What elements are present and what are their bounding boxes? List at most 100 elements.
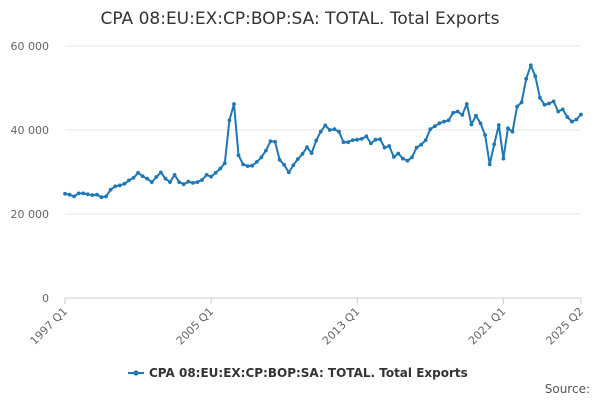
data-point[interactable] [99, 195, 104, 200]
data-point[interactable] [533, 74, 538, 79]
data-point[interactable] [204, 173, 209, 177]
data-point[interactable] [241, 162, 246, 167]
data-point[interactable] [159, 170, 163, 175]
data-point[interactable] [451, 110, 455, 115]
data-point[interactable] [323, 123, 328, 128]
data-point[interactable] [542, 102, 547, 107]
data-point[interactable] [446, 118, 451, 123]
data-point[interactable] [277, 157, 282, 162]
data-point[interactable] [108, 187, 113, 192]
data-point[interactable] [186, 179, 191, 184]
data-point[interactable] [437, 121, 442, 126]
data-point[interactable] [382, 145, 387, 150]
data-point[interactable] [373, 137, 378, 142]
data-point[interactable] [515, 104, 519, 109]
data-point[interactable] [364, 134, 369, 139]
data-point[interactable] [556, 109, 561, 114]
data-point[interactable] [487, 162, 492, 167]
data-point[interactable] [149, 180, 154, 185]
data-point[interactable] [469, 122, 474, 127]
data-point[interactable] [113, 184, 118, 189]
data-point[interactable] [423, 138, 428, 143]
data-point[interactable] [460, 113, 465, 117]
data-point[interactable] [433, 124, 437, 129]
data-point[interactable] [264, 148, 268, 153]
data-point[interactable] [282, 163, 287, 167]
data-point[interactable] [391, 155, 396, 159]
data-point[interactable] [227, 118, 232, 123]
data-point[interactable] [327, 128, 332, 132]
data-point[interactable] [414, 145, 419, 150]
data-point[interactable] [195, 180, 200, 185]
data-point[interactable] [519, 100, 524, 105]
data-point[interactable] [401, 156, 405, 161]
data-point[interactable] [154, 175, 159, 179]
data-point[interactable] [574, 117, 579, 122]
data-point[interactable] [419, 142, 424, 147]
data-point[interactable] [496, 123, 501, 127]
data-point[interactable] [140, 174, 145, 179]
data-point[interactable] [355, 137, 360, 142]
data-point[interactable] [410, 155, 414, 160]
data-point[interactable] [76, 191, 81, 196]
data-point[interactable] [131, 176, 136, 180]
data-point[interactable] [318, 129, 323, 134]
data-point[interactable] [378, 137, 382, 142]
data-point[interactable] [492, 142, 497, 147]
data-point[interactable] [191, 181, 195, 185]
data-point[interactable] [570, 119, 574, 124]
data-point[interactable] [478, 121, 483, 126]
data-point[interactable] [524, 76, 529, 81]
data-point[interactable] [286, 170, 291, 175]
data-point[interactable] [268, 139, 273, 144]
data-point[interactable] [332, 127, 337, 132]
data-point[interactable] [168, 180, 172, 185]
data-point[interactable] [547, 101, 551, 106]
data-point[interactable] [222, 161, 227, 166]
data-point[interactable] [359, 136, 364, 141]
data-point[interactable] [177, 180, 182, 185]
data-point[interactable] [291, 163, 296, 168]
source-credit[interactable]: Source: [545, 382, 590, 396]
data-point[interactable] [273, 139, 277, 144]
data-point[interactable] [405, 158, 410, 163]
data-point[interactable] [250, 163, 255, 168]
data-point[interactable] [296, 157, 300, 161]
data-point[interactable] [474, 113, 478, 118]
data-point[interactable] [209, 174, 214, 179]
data-point[interactable] [506, 126, 510, 131]
data-point[interactable] [232, 102, 236, 106]
data-point[interactable] [314, 138, 319, 143]
data-point[interactable] [181, 182, 186, 187]
data-point[interactable] [510, 129, 515, 134]
data-point[interactable] [341, 140, 346, 145]
data-point[interactable] [254, 160, 259, 164]
data-point[interactable] [172, 173, 177, 177]
data-point[interactable] [122, 181, 127, 186]
data-point[interactable] [104, 194, 108, 199]
data-point[interactable] [72, 194, 76, 199]
data-point[interactable] [145, 176, 150, 181]
data-point[interactable] [455, 109, 460, 114]
data-point[interactable] [551, 99, 556, 104]
data-point[interactable] [213, 170, 218, 175]
data-point[interactable] [350, 138, 355, 143]
data-point[interactable] [63, 191, 67, 196]
data-point[interactable] [565, 115, 570, 119]
data-point[interactable] [309, 151, 314, 156]
data-point[interactable] [218, 166, 223, 171]
data-point[interactable] [117, 183, 122, 188]
data-point[interactable] [337, 129, 341, 134]
data-point[interactable] [501, 156, 506, 161]
data-point[interactable] [442, 119, 446, 124]
data-point[interactable] [305, 145, 309, 150]
data-point[interactable] [81, 191, 86, 196]
data-point[interactable] [369, 141, 373, 146]
data-point[interactable] [95, 192, 99, 197]
data-point[interactable] [560, 107, 565, 112]
data-point[interactable] [200, 178, 204, 182]
data-point[interactable] [126, 178, 131, 183]
data-point[interactable] [464, 102, 469, 106]
data-point[interactable] [483, 133, 487, 137]
data-point[interactable] [245, 164, 250, 169]
